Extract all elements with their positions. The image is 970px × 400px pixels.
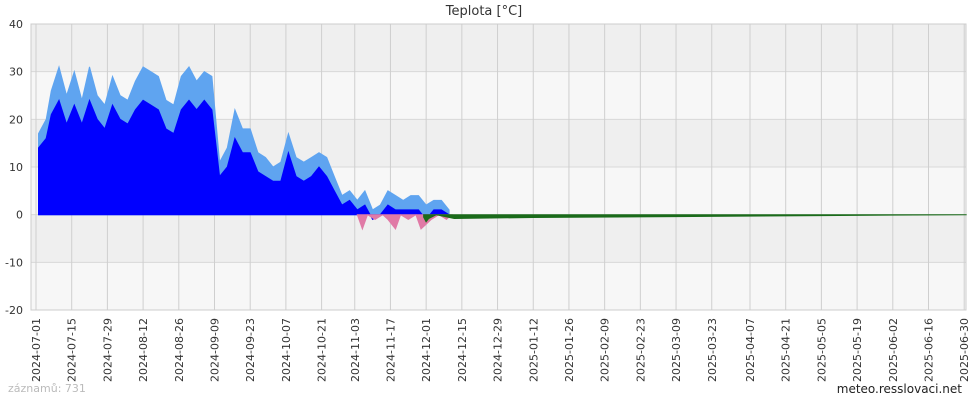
x-tick-label: 2024-07-15	[66, 318, 79, 382]
x-tick-label: 2024-08-26	[173, 318, 186, 382]
y-tick-label: 30	[9, 66, 23, 79]
y-tick-label: -10	[5, 256, 23, 269]
x-tick-label: 2024-11-03	[349, 318, 362, 382]
x-tick-label: 2024-12-15	[456, 318, 469, 382]
x-tick-label: 2024-09-23	[244, 318, 257, 382]
record-count: záznamů: 731	[8, 382, 86, 395]
x-tick-label: 2024-10-21	[316, 318, 329, 382]
x-tick-label: 2024-12-01	[420, 318, 433, 382]
x-tick-label: 2025-06-16	[923, 318, 936, 382]
x-tick-label: 2025-01-26	[563, 318, 576, 382]
chart-title: Teplota [°C]	[445, 4, 522, 19]
x-tick-label: 2025-01-12	[527, 318, 540, 382]
x-tick-label: 2025-06-02	[887, 318, 900, 382]
x-tick-label: 2024-07-01	[30, 318, 43, 382]
x-tick-label: 2025-02-09	[599, 318, 612, 382]
x-tick-label: 2025-06-30	[958, 318, 970, 382]
y-tick-label: 0	[16, 209, 23, 222]
x-tick-label: 2025-04-21	[780, 318, 793, 382]
series-below-zero-area	[423, 214, 967, 223]
x-tick-label: 2025-05-05	[815, 318, 828, 382]
x-tick-label: 2024-11-17	[384, 318, 397, 382]
grid-lines	[30, 23, 967, 311]
x-tick-label: 2025-03-09	[670, 318, 683, 382]
x-tick-label: 2025-04-07	[744, 318, 757, 382]
x-tick-label: 2024-07-29	[101, 318, 114, 382]
x-tick-label: 2025-02-23	[634, 318, 647, 382]
y-tick-label: -20	[5, 304, 23, 317]
y-tick-label: 20	[9, 113, 23, 126]
x-tick-label: 2025-05-19	[851, 318, 864, 382]
plot-frame	[30, 23, 967, 311]
x-tick-label: 2024-08-12	[137, 318, 150, 382]
y-axis: 40 30 20 10 0 -10 -20	[5, 18, 23, 317]
series-mean-area	[38, 98, 451, 221]
y-tick-label: 40	[9, 18, 23, 31]
data-series	[38, 65, 967, 231]
plot-band	[31, 214, 966, 263]
x-tick-label: 2025-03-23	[706, 318, 719, 382]
y-tick-label: 10	[9, 161, 23, 174]
plot-band	[31, 24, 966, 72]
site-credit: meteo.resslovaci.net	[836, 382, 962, 396]
plot-band	[31, 262, 966, 310]
x-tick-label: 2024-12-29	[492, 318, 505, 382]
x-tick-label: 2024-10-07	[280, 318, 293, 382]
x-axis: 2024-07-01 2024-07-15 2024-07-29 2024-08-12…	[30, 318, 970, 382]
x-tick-label: 2024-09-09	[209, 318, 222, 382]
